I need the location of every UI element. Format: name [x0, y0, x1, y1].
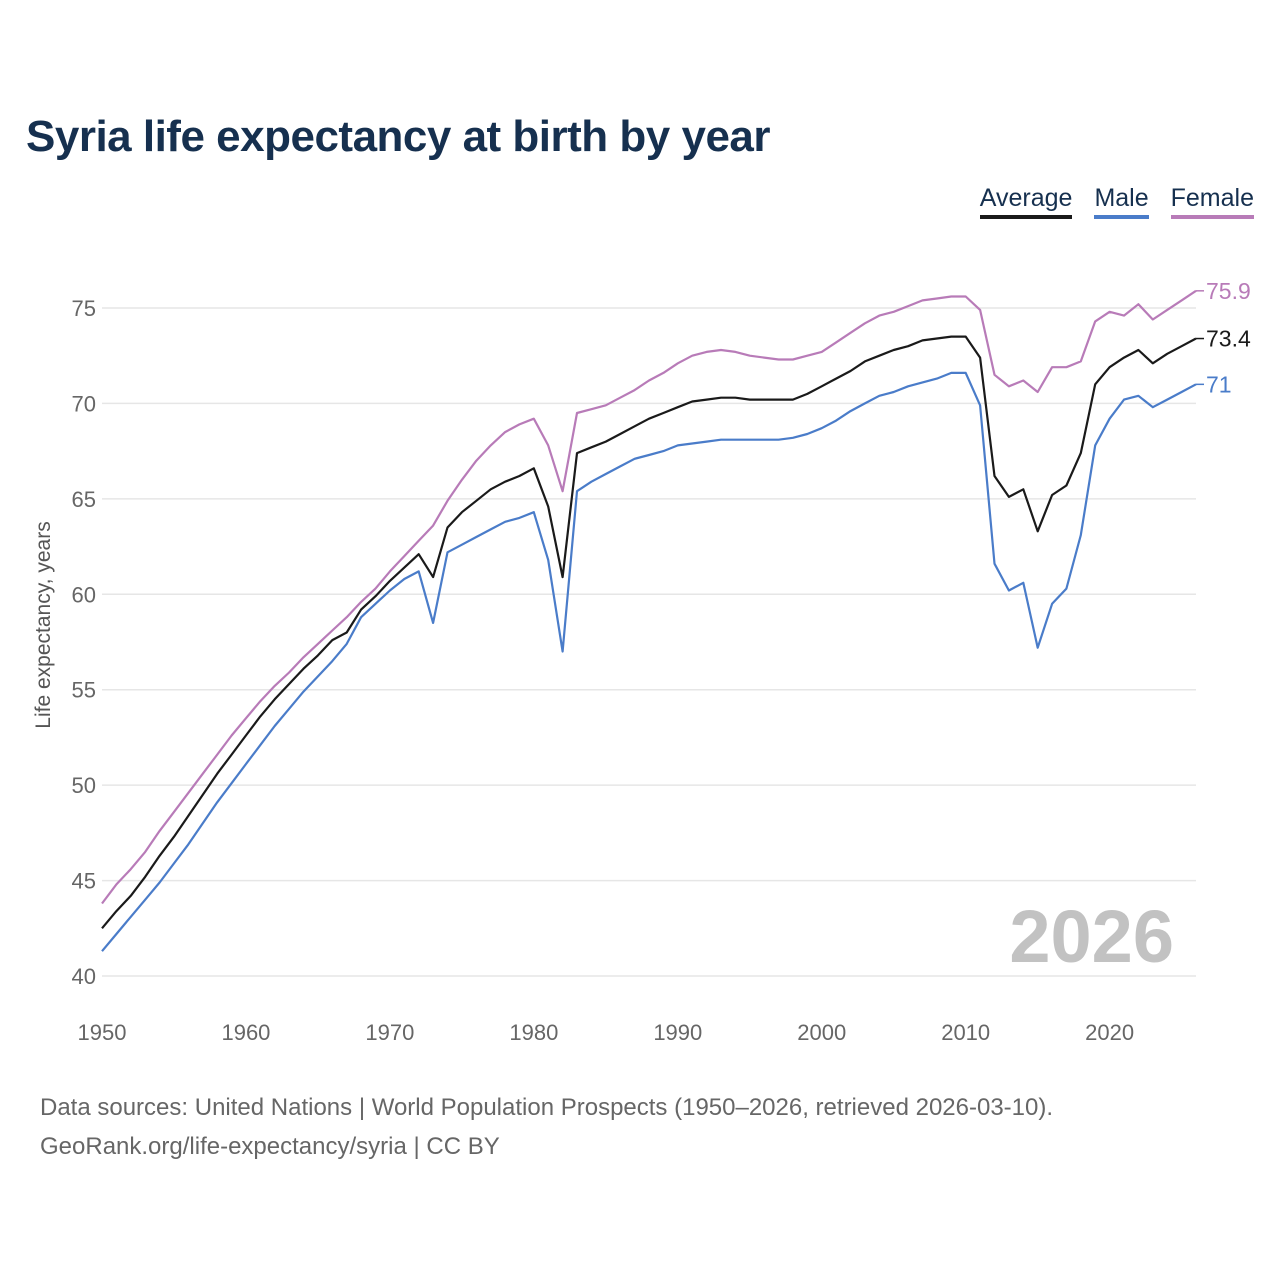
series-line-female [101, 289, 1197, 905]
credit-link[interactable]: GeoRank.org/life-expectancy/syria | CC B… [40, 1133, 500, 1160]
y-tick-label: 45 [72, 869, 96, 894]
x-tick-label: 1970 [365, 1020, 414, 1045]
y-tick-label: 40 [72, 964, 96, 989]
x-tick-label: 1960 [221, 1020, 270, 1045]
legend-average[interactable]: Average [979, 184, 1073, 219]
end-label-male: 71 [1206, 371, 1232, 397]
data-sources: Data sources: United Nations | World Pop… [40, 1094, 1054, 1121]
series-line-male [101, 371, 1197, 952]
y-tick-label: 75 [72, 296, 96, 321]
y-tick-label: 65 [72, 487, 96, 512]
end-label-female: 75.9 [1206, 278, 1251, 304]
y-axis-label: Life expectancy, years [32, 521, 55, 728]
x-tick-label: 2000 [797, 1020, 846, 1045]
x-tick-label: 1990 [653, 1020, 702, 1045]
legend-male[interactable]: Male [1094, 184, 1149, 219]
y-tick-label: 50 [72, 773, 96, 798]
y-tick-label: 70 [72, 391, 96, 416]
x-tick-label: 2010 [941, 1020, 990, 1045]
y-tick-label: 55 [72, 678, 96, 703]
chart-title: Syria life expectancy at birth by year [26, 112, 771, 161]
x-tick-label: 1950 [78, 1020, 127, 1045]
legend-female[interactable]: Female [1170, 184, 1254, 219]
chart-plot: 40 45 50 55 60 65 70 75 1950 1960 1970 1980 1990 2000… [32, 278, 1251, 1045]
legend: Average Male Female [979, 184, 1254, 219]
end-label-average: 73.4 [1206, 326, 1251, 352]
footer: Data sources: United Nations | World Pop… [40, 1088, 1053, 1166]
x-tick-label: 2020 [1085, 1020, 1134, 1045]
series-line-average [101, 335, 1197, 930]
x-tick-label: 1980 [509, 1020, 558, 1045]
year-watermark: 2026 [1009, 895, 1174, 978]
y-tick-label: 60 [72, 582, 96, 607]
